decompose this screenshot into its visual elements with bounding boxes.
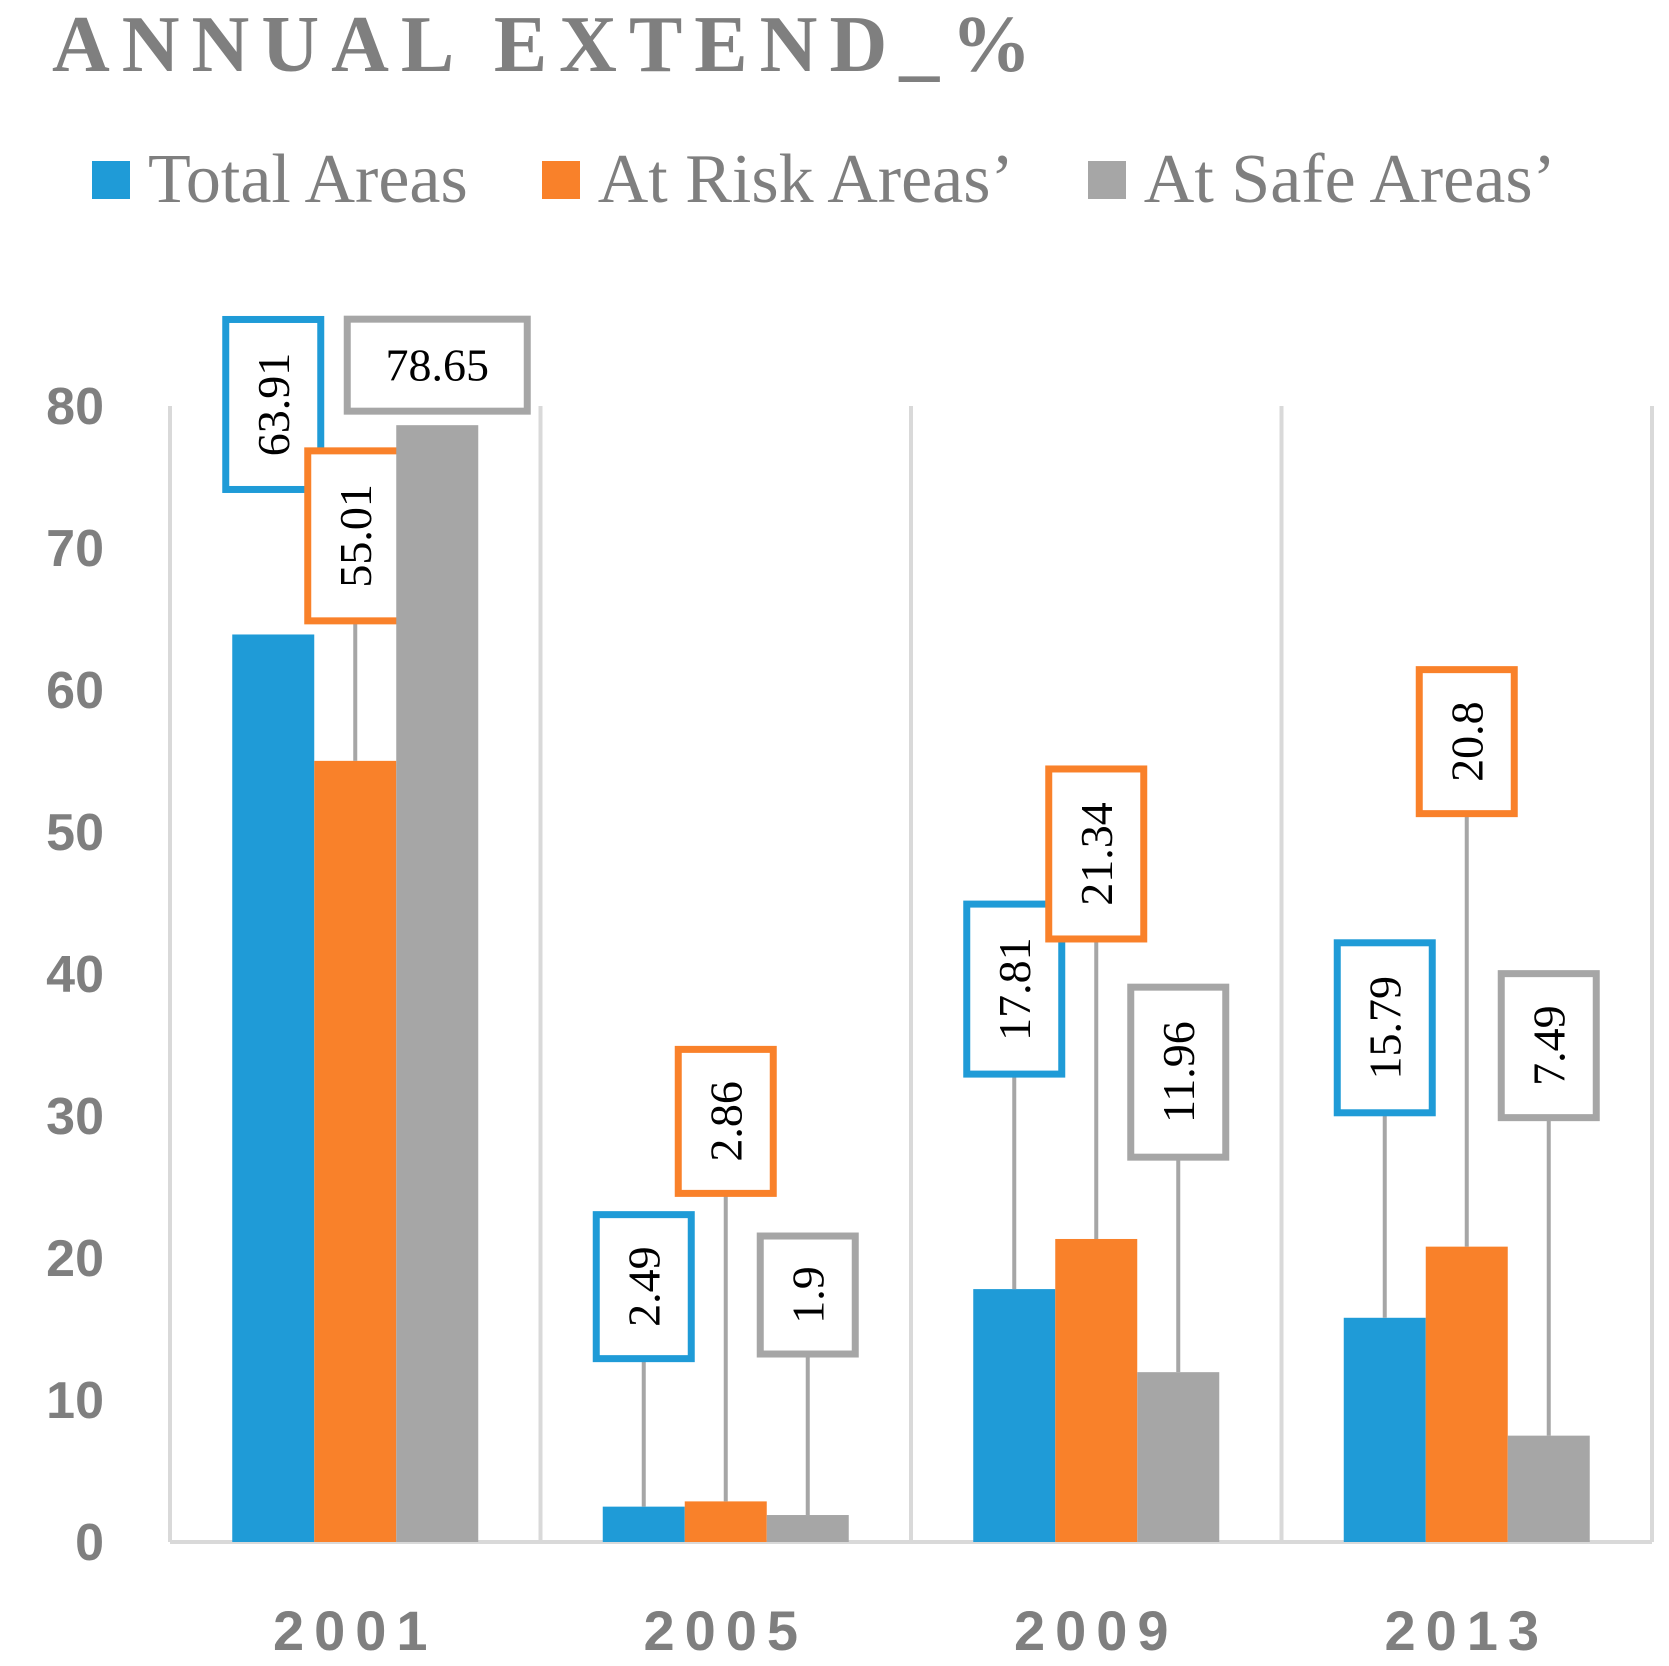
data-label-box bbox=[592, 1211, 695, 1363]
legend-label-total-areas: Total Areas bbox=[148, 141, 468, 218]
data-label-box bbox=[674, 1045, 777, 1197]
y-tick-label: 30 bbox=[46, 1088, 104, 1146]
x-tick-label: 2009 bbox=[1014, 1599, 1179, 1662]
data-label: 1.9 bbox=[782, 1266, 833, 1324]
chart-title: ANNUAL EXTEND_% bbox=[52, 1, 1044, 89]
data-label: 21.34 bbox=[1071, 802, 1122, 906]
bar-at-safe-areas--2001 bbox=[396, 425, 479, 1542]
y-tick-label: 0 bbox=[75, 1514, 104, 1572]
data-label-box bbox=[343, 315, 531, 415]
legend-swatch-at-risk-areas bbox=[541, 161, 580, 199]
legend: Total Areas At Risk Areas’ At Safe Areas… bbox=[92, 140, 1556, 220]
data-label-box bbox=[756, 1232, 859, 1358]
bar-total-areas-2013 bbox=[1343, 1317, 1426, 1542]
bar-at-safe-areas--2009 bbox=[1137, 1372, 1220, 1542]
bar-at-risk-areas--2001 bbox=[314, 760, 397, 1542]
data-label-box bbox=[304, 447, 407, 625]
y-tick-label: 20 bbox=[46, 1230, 104, 1288]
bar-at-risk-areas--2005 bbox=[684, 1501, 767, 1542]
y-tick-label: 10 bbox=[46, 1372, 104, 1430]
data-label-box bbox=[1333, 939, 1436, 1117]
bar-at-risk-areas--2013 bbox=[1425, 1246, 1508, 1542]
bar-at-safe-areas--2013 bbox=[1507, 1435, 1590, 1542]
legend-swatch-total-areas bbox=[92, 161, 130, 199]
data-label: 15.79 bbox=[1359, 976, 1410, 1080]
data-label: 2.49 bbox=[618, 1246, 669, 1327]
y-tick-label: 70 bbox=[46, 520, 104, 578]
y-tick-label: 40 bbox=[46, 946, 104, 1004]
y-tick-label: 80 bbox=[46, 378, 104, 436]
legend-item-total-areas: Total Areas bbox=[92, 140, 468, 220]
x-tick-label: 2005 bbox=[643, 1599, 808, 1662]
x-tick-label: 2013 bbox=[1384, 1599, 1549, 1662]
data-label: 7.49 bbox=[1523, 1005, 1574, 1086]
data-label: 55.01 bbox=[330, 484, 381, 588]
bar-at-risk-areas--2009 bbox=[1055, 1238, 1138, 1542]
bar-total-areas-2001 bbox=[232, 634, 315, 1542]
x-tick-label: 2001 bbox=[273, 1599, 438, 1662]
data-label-box bbox=[1497, 970, 1600, 1122]
legend-swatch-at-safe-areas bbox=[1087, 161, 1126, 199]
y-tick-label: 50 bbox=[46, 804, 104, 862]
legend-item-at-risk-areas: At Risk Areas’ bbox=[541, 140, 1014, 220]
bar-total-areas-2009 bbox=[973, 1289, 1056, 1542]
data-label-box bbox=[1045, 765, 1148, 943]
legend-label-at-risk-areas: At Risk Areas’ bbox=[597, 141, 1014, 218]
data-label: 78.65 bbox=[386, 340, 490, 391]
data-label: 20.8 bbox=[1441, 701, 1492, 782]
data-label-box bbox=[222, 315, 325, 493]
legend-item-at-safe-areas: At Safe Areas’ bbox=[1087, 140, 1556, 220]
data-label: 17.81 bbox=[989, 937, 1040, 1041]
bar-at-safe-areas--2005 bbox=[766, 1515, 849, 1542]
data-label-box bbox=[1127, 983, 1230, 1161]
data-label: 11.96 bbox=[1153, 1021, 1204, 1123]
data-label: 63.91 bbox=[248, 353, 299, 457]
data-label: 2.86 bbox=[700, 1081, 751, 1162]
y-tick-label: 60 bbox=[46, 662, 104, 720]
data-label-box bbox=[1415, 666, 1518, 818]
legend-label-at-safe-areas: At Safe Areas’ bbox=[1143, 141, 1556, 218]
bar-total-areas-2005 bbox=[602, 1506, 685, 1542]
